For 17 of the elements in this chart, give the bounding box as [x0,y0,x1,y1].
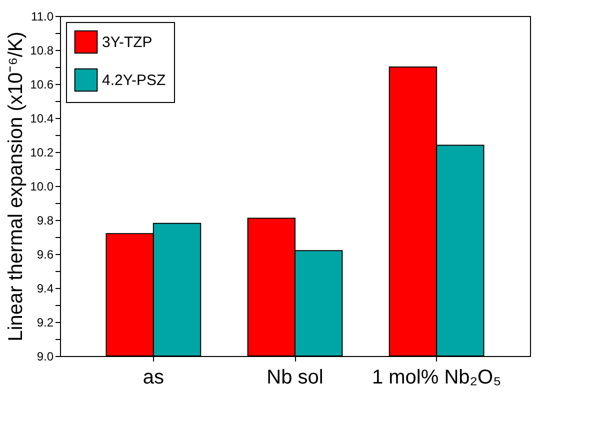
y-axis-title: Linear thermal expansion (x10⁻⁶/K) [5,32,28,342]
x-tick-label: as [142,366,164,388]
y-tick-label: 9.4 [36,282,54,296]
x-tick-label: Nb sol [266,366,324,388]
y-tick-label: 9.0 [36,350,54,364]
y-tick-label: 11.0 [31,10,54,24]
y-tick-label: 10.6 [30,78,54,92]
legend-label: 3Y-TZP [102,34,152,51]
legend-label: 4.2Y-PSZ [102,72,166,89]
y-tick-label: 10.4 [30,112,54,126]
y-tick-label: 9.2 [36,316,54,330]
y-tick-label: 9.8 [36,214,54,228]
y-tick-label: 10.8 [30,44,54,58]
y-tick-label: 9.6 [36,248,54,262]
y-tick-label: 10.2 [30,146,54,160]
y-tick-label: 10.0 [30,180,54,194]
x-tick-label: 1 mol% Nb₂O₅ [372,366,502,388]
